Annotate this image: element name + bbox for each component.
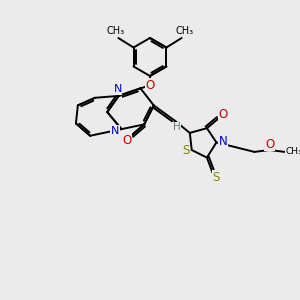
Text: N: N [219,135,227,148]
Text: H: H [173,122,180,132]
Text: S: S [182,144,190,158]
Text: N: N [111,126,119,136]
Text: O: O [123,134,132,147]
Text: O: O [265,138,274,151]
Text: CH₃: CH₃ [286,147,300,156]
Text: O: O [218,108,228,122]
Text: CH₃: CH₃ [106,26,124,36]
Text: O: O [145,79,154,92]
Text: S: S [213,171,220,184]
Text: CH₃: CH₃ [176,26,194,36]
Text: N: N [113,84,122,94]
